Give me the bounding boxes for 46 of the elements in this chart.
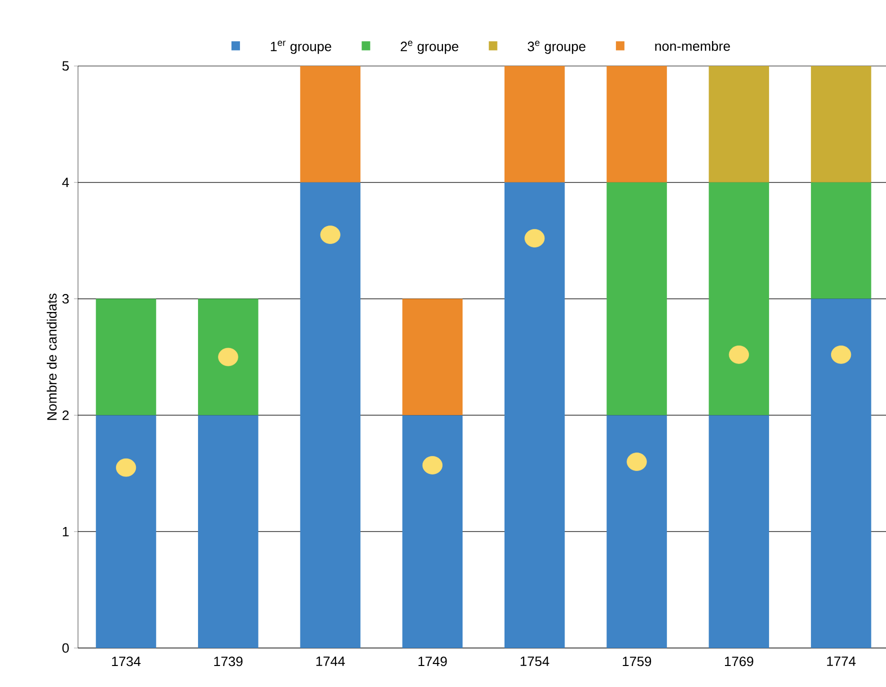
bar (402, 415, 463, 648)
y-tick-label: 1 (62, 526, 69, 536)
x-tick-label: 1744 (316, 656, 345, 666)
bar (810, 298, 872, 648)
x-tick-label: 1774 (827, 656, 856, 666)
bar (810, 182, 872, 299)
bar (606, 182, 667, 416)
bar (708, 182, 770, 416)
x-tick-label: 1769 (724, 656, 754, 666)
bar (504, 66, 565, 182)
x-tick-label: 1754 (520, 656, 550, 666)
y-tick-label: 5 (62, 61, 69, 71)
y-tick-label: 0 (62, 643, 69, 653)
point (320, 226, 340, 244)
bar (402, 298, 463, 416)
x-tick-label: 1749 (418, 656, 447, 666)
y-tick-label: 3 (62, 294, 69, 304)
point (422, 456, 443, 474)
point (218, 348, 238, 366)
bar (96, 298, 156, 416)
y-tick-label: 2 (62, 410, 69, 420)
bar (606, 415, 667, 648)
legend-label: non-membre (655, 41, 730, 51)
bar (198, 415, 258, 648)
bar (504, 182, 565, 648)
legend-label: 2$^{e}$ groupe (400, 40, 458, 54)
bar (810, 66, 872, 182)
point (524, 229, 545, 248)
x-tick-label: 1734 (112, 656, 141, 666)
y-axis-title: Nombre de candidats (46, 294, 57, 420)
y-tick-label: 4 (62, 178, 69, 188)
bar (198, 298, 258, 416)
point (728, 346, 749, 364)
point (831, 346, 852, 364)
x-tick-label: 1759 (622, 656, 652, 666)
point (116, 458, 136, 477)
bar (708, 415, 770, 648)
x-tick-label: 1739 (214, 656, 242, 666)
legend-label: 3$^{e}$ groupe (528, 40, 586, 54)
bar (96, 415, 156, 648)
point (626, 452, 647, 471)
bar (708, 66, 770, 182)
bar (606, 66, 667, 182)
bar (300, 66, 360, 182)
legend-label: 1$^{er}$ groupe (270, 40, 332, 54)
bar (300, 182, 360, 648)
